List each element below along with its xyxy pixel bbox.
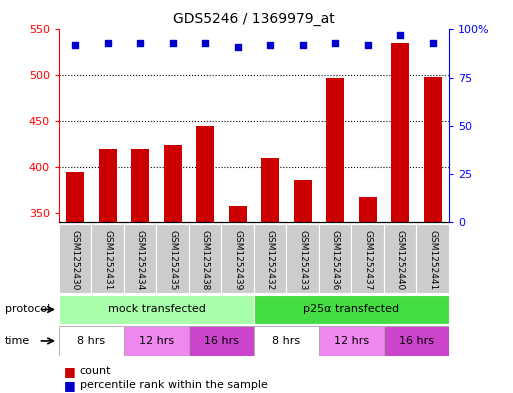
Bar [59, 295, 254, 324]
Bar [286, 224, 319, 293]
Text: GSM1252437: GSM1252437 [363, 230, 372, 290]
Bar [124, 224, 156, 293]
Bar [156, 224, 189, 293]
Bar [164, 145, 182, 222]
Bar [99, 149, 116, 222]
Point [331, 40, 339, 46]
Bar [189, 224, 222, 293]
Text: 8 hrs: 8 hrs [272, 336, 301, 346]
Point [233, 44, 242, 50]
Bar [326, 78, 344, 222]
Bar [131, 149, 149, 222]
Bar [294, 180, 311, 222]
Bar [254, 295, 449, 324]
Text: GSM1252430: GSM1252430 [71, 230, 80, 290]
Bar [254, 326, 319, 356]
Text: ■: ■ [64, 378, 76, 392]
Bar [59, 224, 91, 293]
Text: GSM1252436: GSM1252436 [331, 230, 340, 290]
Text: percentile rank within the sample: percentile rank within the sample [80, 380, 267, 390]
Point [169, 40, 177, 46]
Bar [359, 197, 377, 222]
Text: GSM1252431: GSM1252431 [103, 230, 112, 290]
Point [364, 42, 372, 48]
Bar [261, 158, 279, 222]
Bar [196, 126, 214, 222]
Text: GSM1252438: GSM1252438 [201, 230, 210, 290]
Text: protocol: protocol [5, 305, 50, 314]
Bar [424, 77, 442, 222]
Text: 8 hrs: 8 hrs [77, 336, 106, 346]
Text: count: count [80, 366, 111, 376]
Point [396, 32, 404, 39]
Bar [254, 224, 286, 293]
Text: time: time [5, 336, 30, 346]
Text: ■: ■ [64, 365, 76, 378]
Text: GSM1252435: GSM1252435 [168, 230, 177, 290]
Text: 12 hrs: 12 hrs [139, 336, 174, 346]
Text: GSM1252434: GSM1252434 [136, 230, 145, 290]
Text: p25α transfected: p25α transfected [303, 305, 400, 314]
Bar [189, 326, 254, 356]
Bar [91, 224, 124, 293]
Point [136, 40, 144, 46]
Bar [319, 224, 351, 293]
Bar [417, 224, 449, 293]
Bar [124, 326, 189, 356]
Bar [384, 326, 449, 356]
Title: GDS5246 / 1369979_at: GDS5246 / 1369979_at [173, 12, 335, 26]
Text: GSM1252433: GSM1252433 [298, 230, 307, 290]
Bar [229, 206, 247, 222]
Text: mock transfected: mock transfected [108, 305, 205, 314]
Point [299, 42, 307, 48]
Bar [66, 172, 84, 222]
Text: 16 hrs: 16 hrs [204, 336, 239, 346]
Bar [384, 224, 417, 293]
Point [428, 40, 437, 46]
Point [266, 42, 274, 48]
Text: GSM1252440: GSM1252440 [396, 230, 405, 290]
Bar [59, 326, 124, 356]
Text: GSM1252441: GSM1252441 [428, 230, 437, 290]
Text: GSM1252432: GSM1252432 [266, 230, 274, 290]
Text: 16 hrs: 16 hrs [399, 336, 434, 346]
Text: GSM1252439: GSM1252439 [233, 230, 242, 290]
Point [201, 40, 209, 46]
Point [104, 40, 112, 46]
Bar [391, 43, 409, 222]
Bar [222, 224, 254, 293]
Bar [319, 326, 384, 356]
Text: 12 hrs: 12 hrs [334, 336, 369, 346]
Point [71, 42, 80, 48]
Bar [351, 224, 384, 293]
